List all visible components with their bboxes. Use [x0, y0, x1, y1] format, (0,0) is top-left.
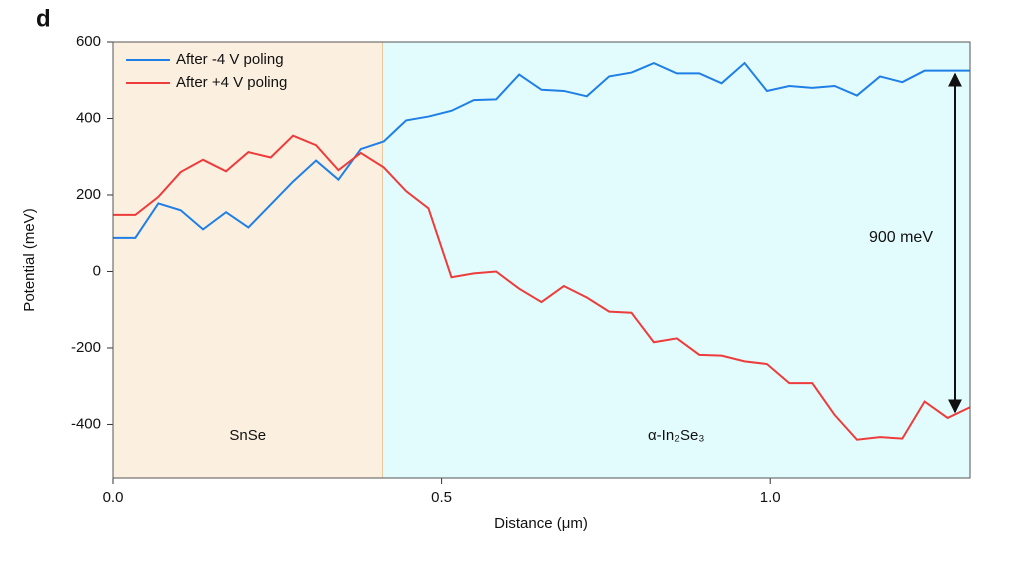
panel-label: d	[36, 5, 51, 32]
y-tick-label: -400	[71, 415, 101, 432]
plot-frame	[112, 41, 971, 479]
y-tick-label: 0	[93, 262, 101, 279]
legend-label: After +4 V poling	[176, 74, 287, 91]
y-tick-label: 600	[76, 33, 101, 50]
region	[113, 42, 383, 478]
region-label: α-In₂Se₃	[648, 427, 704, 444]
x-tick-label: 0.5	[431, 489, 452, 506]
region	[382, 42, 970, 478]
y-axis-label: Potential (meV)	[21, 208, 38, 311]
series-line	[113, 134, 971, 441]
legend-label: After -4 V poling	[176, 51, 284, 68]
x-tick-label: 0.0	[103, 489, 124, 506]
y-tick-label: 200	[76, 186, 101, 203]
region-label: SnSe	[229, 427, 266, 444]
x-tick-label: 1.0	[760, 489, 781, 506]
y-tick-label: 400	[76, 109, 101, 126]
annotation: 900 meV	[869, 229, 933, 246]
x-axis-label: Distance (μm)	[494, 515, 588, 532]
series-line	[113, 61, 970, 239]
y-tick-label: -200	[71, 339, 101, 356]
